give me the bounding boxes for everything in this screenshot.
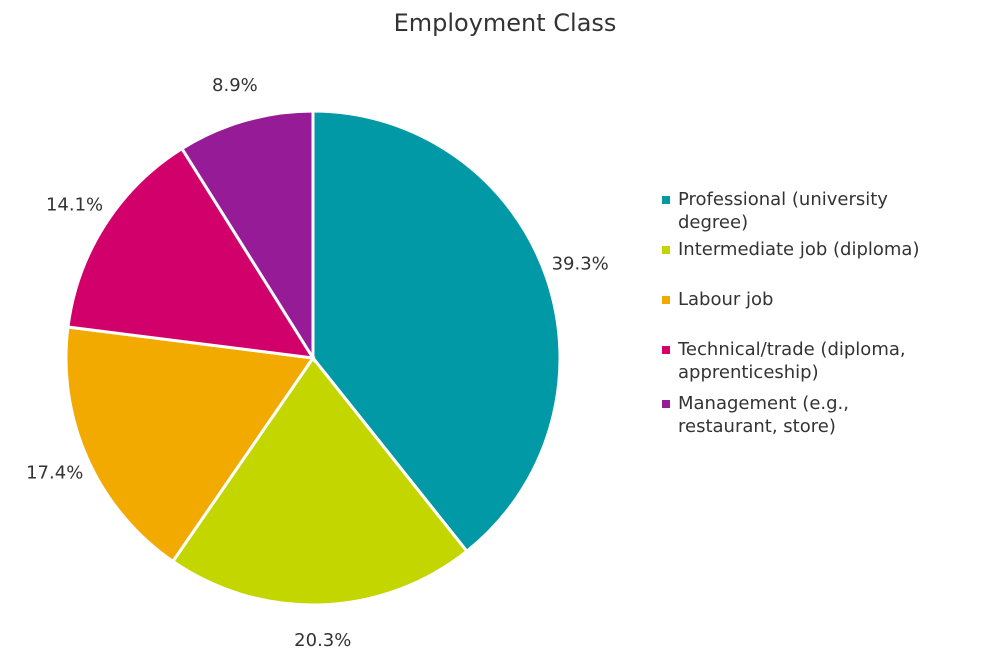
legend-label: Intermediate job (diploma) xyxy=(678,239,920,260)
legend-item: Intermediate job (diploma) xyxy=(660,238,1008,261)
pie-slice xyxy=(311,109,562,554)
legend-swatch xyxy=(662,196,670,204)
legend-item: Management (e.g., restaurant, store) xyxy=(660,392,1008,438)
data-label: 14.1% xyxy=(46,195,103,216)
pie-slice xyxy=(179,109,315,364)
legend-label: Labour job xyxy=(678,289,774,310)
pie-slice xyxy=(170,355,469,607)
pie-slice xyxy=(66,146,316,360)
legend-swatch xyxy=(662,400,670,408)
chart-title: Employment Class xyxy=(394,9,617,37)
data-label: 39.3% xyxy=(552,254,609,275)
legend-item: Professional (university degree) xyxy=(660,188,1008,234)
legend-swatch xyxy=(662,346,670,354)
legend: Professional (university degree) Intermed… xyxy=(660,188,1008,438)
legend-label: Professional (university degree) xyxy=(678,189,888,233)
data-label: 8.9% xyxy=(212,75,258,96)
legend-label: Management (e.g., restaurant, store) xyxy=(678,393,849,437)
pie-slice xyxy=(64,325,316,564)
data-label: 20.3% xyxy=(294,630,351,651)
legend-item: Technical/trade (diploma, apprenticeship… xyxy=(660,338,1008,384)
legend-swatch xyxy=(662,296,670,304)
legend-label: Technical/trade (diploma, apprenticeship… xyxy=(678,339,906,383)
legend-item: Labour job xyxy=(660,288,1008,311)
data-label: 17.4% xyxy=(26,463,83,484)
legend-swatch xyxy=(662,246,670,254)
